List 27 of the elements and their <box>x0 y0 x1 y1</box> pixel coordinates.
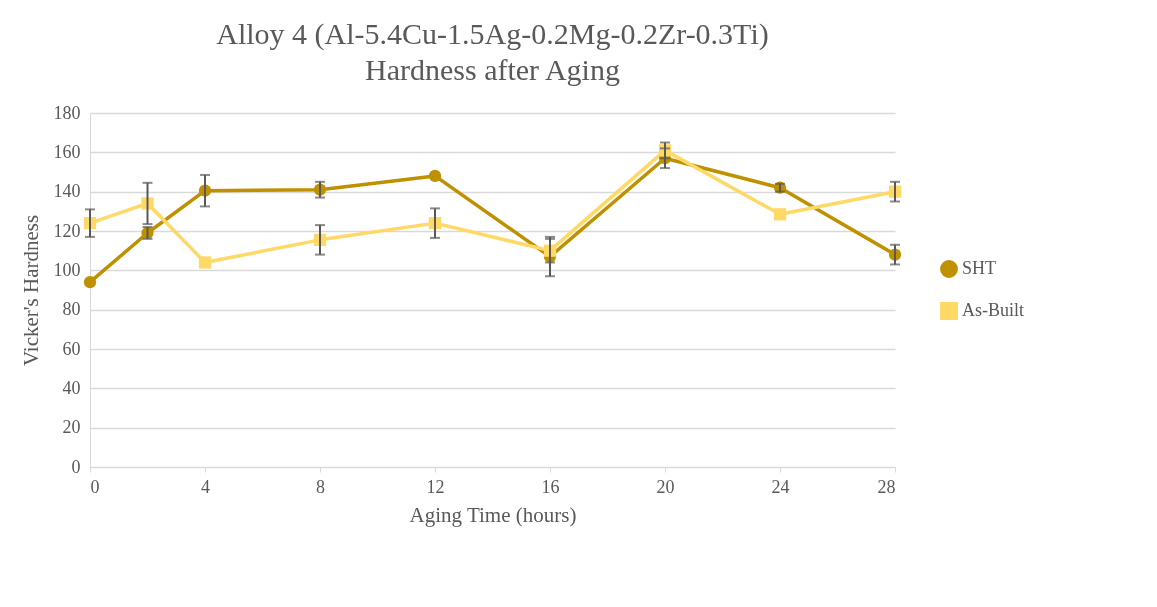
x-tick-label: 16 <box>541 476 560 497</box>
y-tick-label: 60 <box>62 338 81 359</box>
y-tick-label: 80 <box>62 299 81 320</box>
x-tick-label: 0 <box>90 476 100 497</box>
x-tick-label: 8 <box>316 476 325 497</box>
chart-title: Alloy 4 (Al-5.4Cu-1.5Ag-0.2Mg-0.2Zr-0.3Ti) Hardness after Aging <box>216 17 769 86</box>
x-tick-label: 28 <box>877 476 896 497</box>
legend-label: As-Built <box>962 300 1025 320</box>
x-tick-label: 20 <box>656 476 675 497</box>
x-tick-label: 12 <box>426 476 445 497</box>
y-axis-title: Vicker's Hardness <box>18 214 43 367</box>
y-tick-label: 120 <box>53 220 81 241</box>
x-axis-title: Aging Time (hours) <box>409 502 577 527</box>
legend-label: SHT <box>962 258 997 278</box>
y-tick-label: 40 <box>62 377 81 398</box>
x-tick-label: 4 <box>201 476 210 497</box>
y-tick-label: 0 <box>71 456 81 477</box>
y-tick-label: 140 <box>53 181 81 202</box>
y-tick-label: 160 <box>53 141 81 162</box>
point <box>428 169 442 183</box>
point <box>773 208 787 221</box>
y-tick-label: 100 <box>53 259 81 280</box>
y-tick-label: 180 <box>53 102 81 123</box>
y-tick-label: 20 <box>62 417 81 438</box>
point <box>198 256 212 269</box>
x-tick-label: 24 <box>771 476 790 497</box>
point <box>83 276 97 289</box>
